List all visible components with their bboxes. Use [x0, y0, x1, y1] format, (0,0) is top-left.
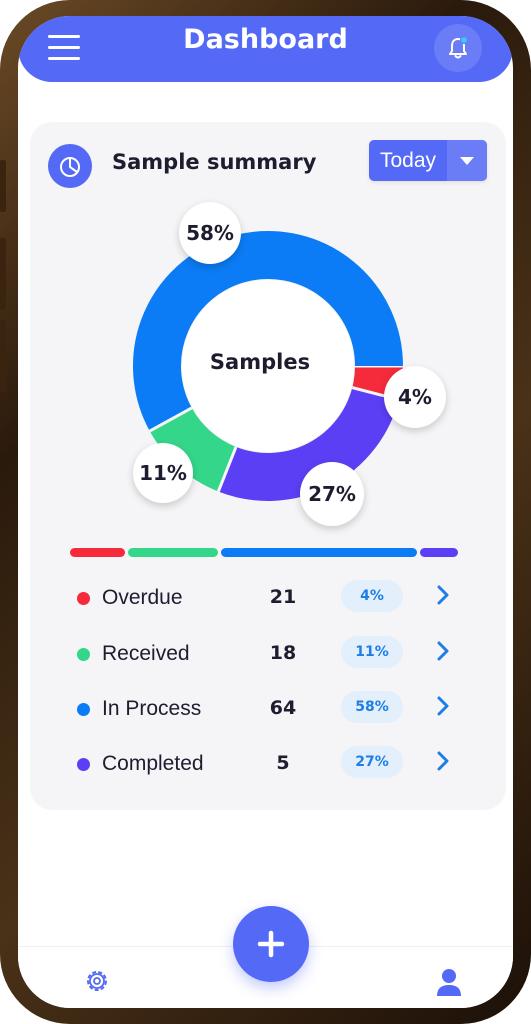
period-dropdown[interactable]: Today: [369, 140, 487, 181]
status-row-in-process[interactable]: In Process 64 58%: [30, 689, 506, 733]
chevron-right-icon[interactable]: [434, 750, 452, 772]
caret-down-icon[interactable]: [447, 140, 487, 181]
distribution-segment-overdue: [70, 548, 125, 557]
phone-side-button: [0, 160, 6, 212]
donut-slice-overdue: [352, 365, 403, 400]
distribution-bar: [70, 548, 458, 557]
chart-label-overdue: 4%: [384, 366, 446, 428]
add-button[interactable]: [233, 906, 309, 982]
status-dot: [77, 648, 90, 661]
app-header: Dashboard: [18, 16, 513, 82]
phone-side-button: [0, 238, 6, 310]
hamburger-menu-icon[interactable]: [48, 35, 82, 63]
status-dot: [77, 703, 90, 716]
bell-icon: [449, 35, 469, 59]
sample-summary-card: Sample summary Today Samples 58% 4% 27% …: [30, 122, 506, 810]
donut-chart: [133, 231, 403, 501]
status-row-completed[interactable]: Completed 5 27%: [30, 744, 506, 788]
distribution-segment-received: [128, 548, 218, 557]
phone-side-button: [0, 320, 6, 392]
period-selected-value: Today: [379, 149, 437, 172]
pie-chart-icon: [48, 144, 92, 188]
app-screen: Dashboard Sample summary Today: [18, 16, 513, 1008]
plus-icon: [257, 930, 285, 958]
donut-slice-in-process: [133, 231, 403, 431]
chart-label-completed: 27%: [300, 462, 364, 526]
donut-slice-received: [149, 407, 237, 492]
status-row-received[interactable]: Received 18 11%: [30, 634, 506, 678]
chart-center-label: Samples: [209, 350, 311, 374]
chevron-right-icon[interactable]: [434, 584, 452, 606]
chart-label-received: 11%: [133, 443, 193, 503]
donut-center: [182, 280, 354, 452]
status-count: 5: [276, 752, 290, 774]
user-icon[interactable]: [434, 966, 464, 998]
status-percent-badge: 4%: [341, 580, 403, 612]
gear-icon[interactable]: [82, 966, 112, 996]
status-label: Received: [102, 642, 190, 665]
status-dot: [77, 592, 90, 605]
chevron-right-icon[interactable]: [434, 640, 452, 662]
status-label: Completed: [102, 752, 204, 775]
status-count: 21: [269, 586, 297, 608]
notification-button[interactable]: [434, 24, 482, 72]
distribution-segment-completed: [420, 548, 458, 557]
page-title: Dashboard: [183, 24, 348, 55]
status-count: 18: [269, 642, 297, 664]
status-count: 64: [269, 697, 297, 719]
distribution-segment-in-process: [221, 548, 417, 557]
chart-label-in-process: 58%: [179, 202, 241, 264]
status-label: Overdue: [102, 586, 183, 609]
status-dot: [77, 758, 90, 771]
status-percent-badge: 27%: [341, 746, 403, 778]
donut-slice-separator: [216, 446, 238, 493]
chevron-right-icon[interactable]: [434, 695, 452, 717]
status-percent-badge: 58%: [341, 691, 403, 723]
card-title: Sample summary: [112, 150, 317, 174]
status-label: In Process: [102, 697, 202, 720]
status-row-overdue[interactable]: Overdue 21 4%: [30, 578, 506, 622]
notification-dot: [459, 35, 469, 45]
status-percent-badge: 11%: [341, 636, 403, 668]
donut-slice-separator: [148, 406, 193, 433]
